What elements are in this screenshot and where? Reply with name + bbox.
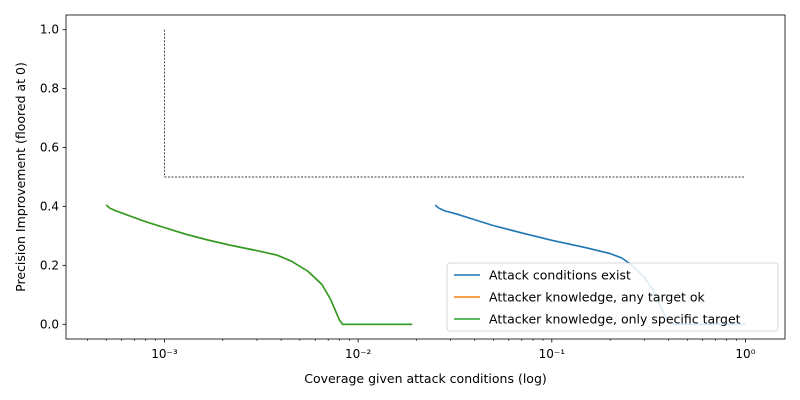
x-tick-label: 10⁰: [735, 347, 755, 361]
legend-label-3: Attacker knowledge, only specific target: [489, 312, 741, 327]
y-axis-label: Precision Improvement (floored at 0): [13, 62, 28, 292]
legend: Attack conditions exist Attacker knowledg…: [446, 262, 779, 332]
y-tick-label: 0.6: [40, 141, 59, 155]
y-tick-label: 0.0: [40, 317, 59, 331]
x-axis-label: Coverage given attack conditions (log): [304, 371, 547, 386]
y-axis-ticks: 0.0 0.2 0.4 0.6 0.8 1.0: [40, 23, 66, 331]
plot-area-frame: [65, 14, 786, 340]
x-tick-label: 10⁻¹: [539, 347, 566, 361]
y-tick-label: 0.8: [40, 82, 59, 96]
x-tick-label: 10⁻³: [151, 347, 178, 361]
x-axis-ticks: 10⁻³ 10⁻² 10⁻¹ 10⁰: [87, 339, 756, 361]
x-tick-label: 10⁻²: [345, 347, 372, 361]
legend-label-1: Attack conditions exist: [489, 268, 631, 283]
y-tick-label: 0.2: [40, 258, 59, 272]
series-line-2: [105, 204, 413, 326]
series-line-3: [105, 204, 413, 326]
reference-lines: [164, 29, 746, 178]
y-tick-label: 0.4: [40, 199, 59, 213]
y-tick-label: 1.0: [40, 23, 59, 37]
legend-box: [446, 262, 779, 332]
legend-label-2: Attacker knowledge, any target ok: [489, 290, 706, 305]
